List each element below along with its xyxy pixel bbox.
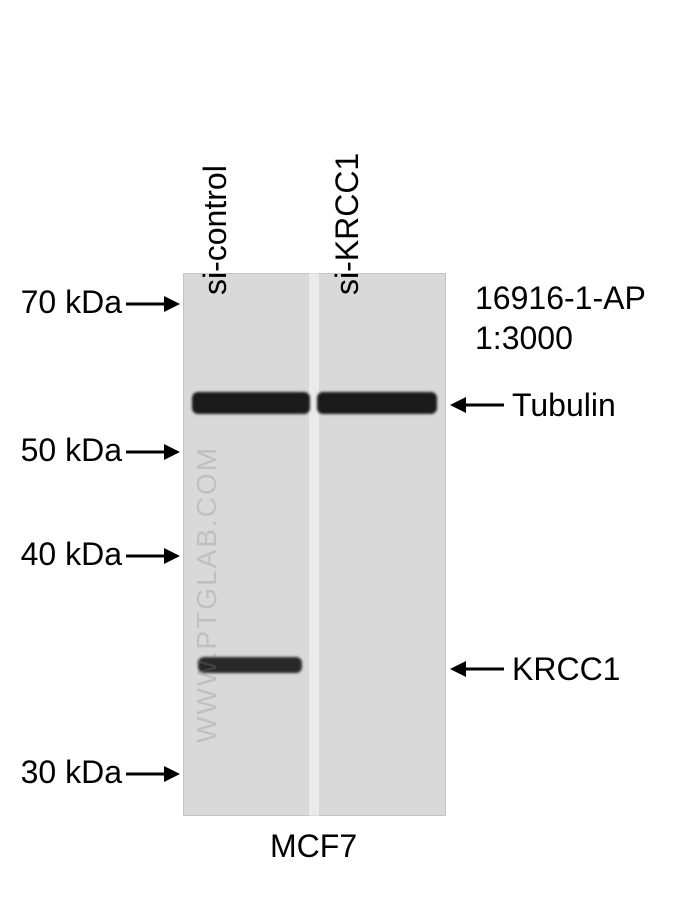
mw-arrow-70	[124, 290, 180, 318]
lane-label-si-control: si-control	[197, 165, 234, 295]
blot-panel: WWW.PTGLAB.COM	[183, 273, 446, 816]
band-label-krcc1: KRCC1	[512, 651, 620, 688]
band-arrow-tubulin	[450, 391, 506, 419]
western-blot-figure: WWW.PTGLAB.COM si-control si-KRCC1 70 kD…	[0, 0, 689, 903]
lane-gap	[309, 273, 319, 816]
mw-label-70: 70 kDa	[10, 284, 122, 321]
mw-arrow-30	[124, 760, 180, 788]
dilution: 1:3000	[475, 320, 573, 357]
band-tubulin-lane1	[192, 392, 310, 414]
cell-line-label: MCF7	[270, 828, 357, 865]
mw-label-50: 50 kDa	[10, 432, 122, 469]
catalog-number: 16916-1-AP	[475, 280, 646, 317]
band-label-tubulin: Tubulin	[512, 387, 616, 424]
watermark: WWW.PTGLAB.COM	[191, 446, 223, 743]
band-arrow-krcc1	[450, 655, 506, 683]
mw-arrow-50	[124, 438, 180, 466]
lane-label-si-krcc1: si-KRCC1	[329, 153, 366, 295]
band-tubulin-lane2	[317, 392, 437, 414]
mw-arrow-40	[124, 542, 180, 570]
mw-label-30: 30 kDa	[10, 754, 122, 791]
mw-label-40: 40 kDa	[10, 536, 122, 573]
